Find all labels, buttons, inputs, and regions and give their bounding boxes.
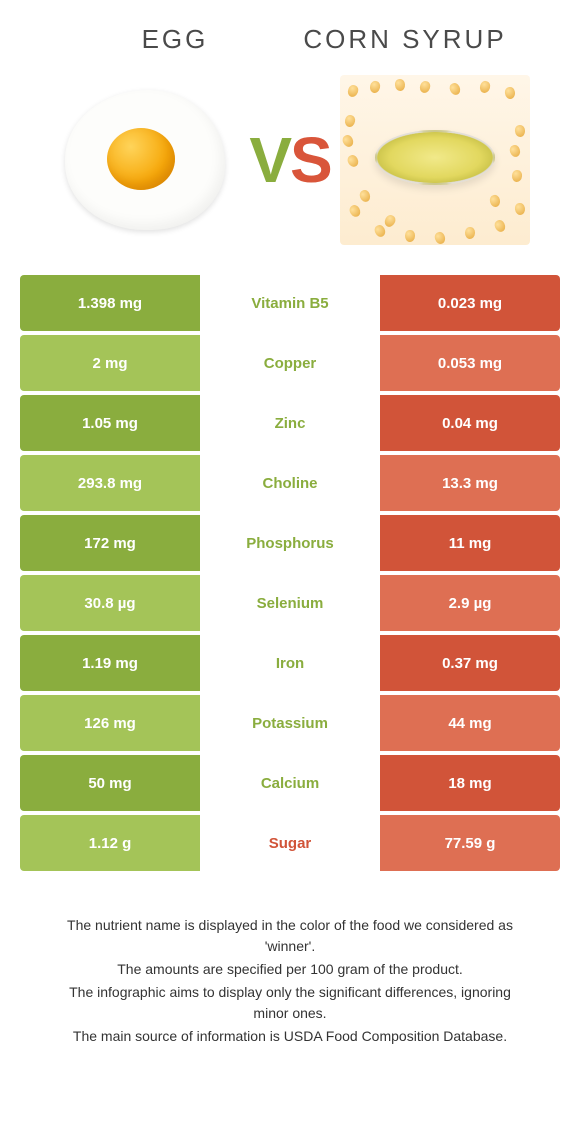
left-value: 2 mg [20,335,200,391]
vs-s: S [290,124,331,196]
right-value: 11 mg [380,515,560,571]
left-value: 126 mg [20,695,200,751]
nutrient-label: Zinc [200,395,380,451]
footer-notes: The nutrient name is displayed in the co… [20,875,560,1047]
left-value: 1.12 g [20,815,200,871]
right-food-title: CORN SYRUP [290,24,520,55]
right-value: 77.59 g [380,815,560,871]
nutrient-table: 1.398 mgVitamin B50.023 mg2 mgCopper0.05… [20,275,560,871]
left-value: 1.398 mg [20,275,200,331]
left-value: 172 mg [20,515,200,571]
table-row: 1.19 mgIron0.37 mg [20,635,560,691]
hero-row: VS [20,75,560,275]
nutrient-label: Phosphorus [200,515,380,571]
footer-line-2: The amounts are specified per 100 gram o… [50,959,530,980]
table-row: 50 mgCalcium18 mg [20,755,560,811]
nutrient-label: Sugar [200,815,380,871]
table-row: 172 mgPhosphorus11 mg [20,515,560,571]
left-value: 1.05 mg [20,395,200,451]
right-value: 0.053 mg [380,335,560,391]
right-value: 2.9 µg [380,575,560,631]
right-value: 13.3 mg [380,455,560,511]
table-row: 1.398 mgVitamin B50.023 mg [20,275,560,331]
left-value: 30.8 µg [20,575,200,631]
table-row: 2 mgCopper0.053 mg [20,335,560,391]
right-value: 0.37 mg [380,635,560,691]
right-value: 18 mg [380,755,560,811]
footer-line-1: The nutrient name is displayed in the co… [50,915,530,957]
table-row: 1.05 mgZinc0.04 mg [20,395,560,451]
right-value: 0.04 mg [380,395,560,451]
corn-syrup-image [340,75,530,245]
nutrient-label: Selenium [200,575,380,631]
vs-v: V [249,124,290,196]
footer-line-3: The infographic aims to display only the… [50,982,530,1024]
table-row: 126 mgPotassium44 mg [20,695,560,751]
table-row: 1.12 gSugar77.59 g [20,815,560,871]
egg-image [50,75,240,245]
left-food-title: EGG [60,24,290,55]
right-value: 44 mg [380,695,560,751]
left-value: 1.19 mg [20,635,200,691]
left-value: 50 mg [20,755,200,811]
nutrient-label: Copper [200,335,380,391]
left-value: 293.8 mg [20,455,200,511]
right-value: 0.023 mg [380,275,560,331]
table-row: 293.8 mgCholine13.3 mg [20,455,560,511]
nutrient-label: Calcium [200,755,380,811]
title-row: EGG CORN SYRUP [20,24,560,55]
nutrient-label: Iron [200,635,380,691]
table-row: 30.8 µgSelenium2.9 µg [20,575,560,631]
nutrient-label: Vitamin B5 [200,275,380,331]
vs-label: VS [249,123,330,197]
nutrient-label: Potassium [200,695,380,751]
footer-line-4: The main source of information is USDA F… [50,1026,530,1047]
nutrient-label: Choline [200,455,380,511]
